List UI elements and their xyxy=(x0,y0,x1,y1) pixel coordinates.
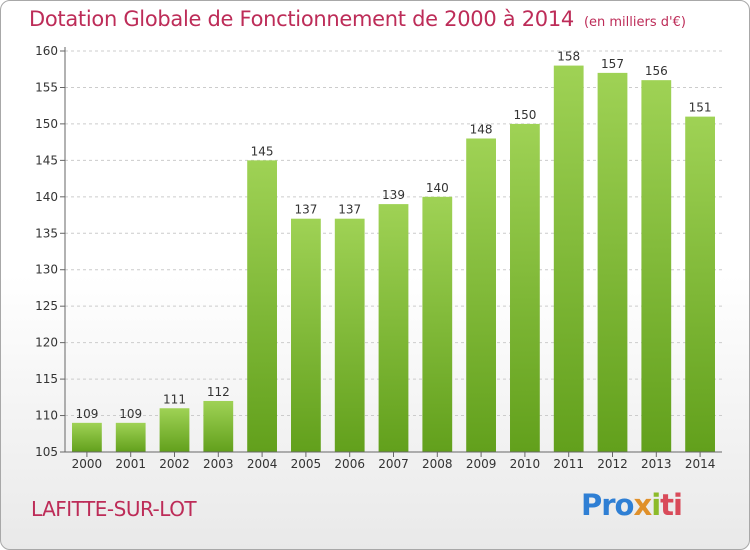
data-label: 145 xyxy=(251,144,274,158)
x-tick-label: 2003 xyxy=(203,457,234,471)
x-tick-label: 2008 xyxy=(422,457,453,471)
x-tick-label: 2009 xyxy=(466,457,497,471)
bar xyxy=(203,400,234,452)
bar xyxy=(553,65,584,452)
bar xyxy=(597,72,628,452)
data-label: 112 xyxy=(207,385,230,399)
data-label: 148 xyxy=(470,122,493,136)
data-label: 139 xyxy=(382,188,405,202)
data-label: 109 xyxy=(75,407,98,421)
chart-title-text: Dotation Globale de Fonctionnement de 20… xyxy=(29,7,574,31)
y-tick-label: 135 xyxy=(35,226,58,240)
data-label: 137 xyxy=(294,203,317,217)
y-tick-label: 120 xyxy=(35,336,58,350)
x-tick-label: 2013 xyxy=(641,457,672,471)
x-tick-label: 2002 xyxy=(159,457,190,471)
bar xyxy=(685,116,715,453)
x-tick-label: 2006 xyxy=(334,457,365,471)
x-tick-label: 2012 xyxy=(597,457,628,471)
chart-title: Dotation Globale de Fonctionnement de 20… xyxy=(29,7,686,31)
x-tick-label: 2000 xyxy=(72,457,103,471)
y-tick-label: 160 xyxy=(35,44,58,58)
bar xyxy=(378,204,409,452)
logo-part-1: Pro xyxy=(581,488,634,522)
bar xyxy=(291,218,321,452)
y-tick-label: 145 xyxy=(35,153,58,167)
bar xyxy=(466,138,496,452)
x-tick-label: 2004 xyxy=(247,457,278,471)
commune-name: LAFITTE-SUR-LOT xyxy=(31,497,197,521)
y-tick-label: 105 xyxy=(35,445,58,459)
y-tick-label: 155 xyxy=(35,80,58,94)
bar xyxy=(641,80,672,452)
bar xyxy=(510,123,540,452)
axes: 105 110 115 120 125 130 135 140 145 150 155 160 2000… xyxy=(35,44,722,471)
bar xyxy=(115,422,146,452)
logo-part-3: i xyxy=(651,488,661,522)
logo-part-2: x xyxy=(633,488,652,522)
y-tick-label: 125 xyxy=(35,299,58,313)
x-tick-label: 2010 xyxy=(510,457,541,471)
data-label: 158 xyxy=(557,50,580,64)
x-tick-label: 2005 xyxy=(291,457,322,471)
bar xyxy=(159,408,190,452)
y-tick-label: 115 xyxy=(35,372,58,386)
proxiti-logo: Proxiti xyxy=(581,488,683,522)
bar xyxy=(247,160,277,452)
bar xyxy=(422,196,453,452)
data-label: 157 xyxy=(601,57,624,71)
x-tick-label: 2014 xyxy=(685,457,716,471)
chart-subtitle: (en milliers d'€) xyxy=(583,15,686,30)
data-label: 150 xyxy=(513,108,536,122)
x-tick-label: 2007 xyxy=(378,457,409,471)
data-label: 151 xyxy=(689,101,712,115)
x-tick-label: 2011 xyxy=(553,457,584,471)
bars: 109 109 111 112 145 137 137 139 140 148 150 158 157 1… xyxy=(72,50,715,453)
logo-part-4: ti xyxy=(660,488,683,522)
data-label: 156 xyxy=(645,64,668,78)
y-tick-label: 150 xyxy=(35,117,58,131)
data-label: 137 xyxy=(338,203,361,217)
y-tick-label: 110 xyxy=(35,409,58,423)
y-tick-label: 130 xyxy=(35,263,58,277)
x-tick-label: 2001 xyxy=(115,457,146,471)
bar xyxy=(334,218,365,452)
data-label: 140 xyxy=(426,181,449,195)
y-tick-label: 140 xyxy=(35,190,58,204)
bar xyxy=(72,422,102,452)
data-label: 111 xyxy=(163,392,186,406)
data-label: 109 xyxy=(119,407,142,421)
